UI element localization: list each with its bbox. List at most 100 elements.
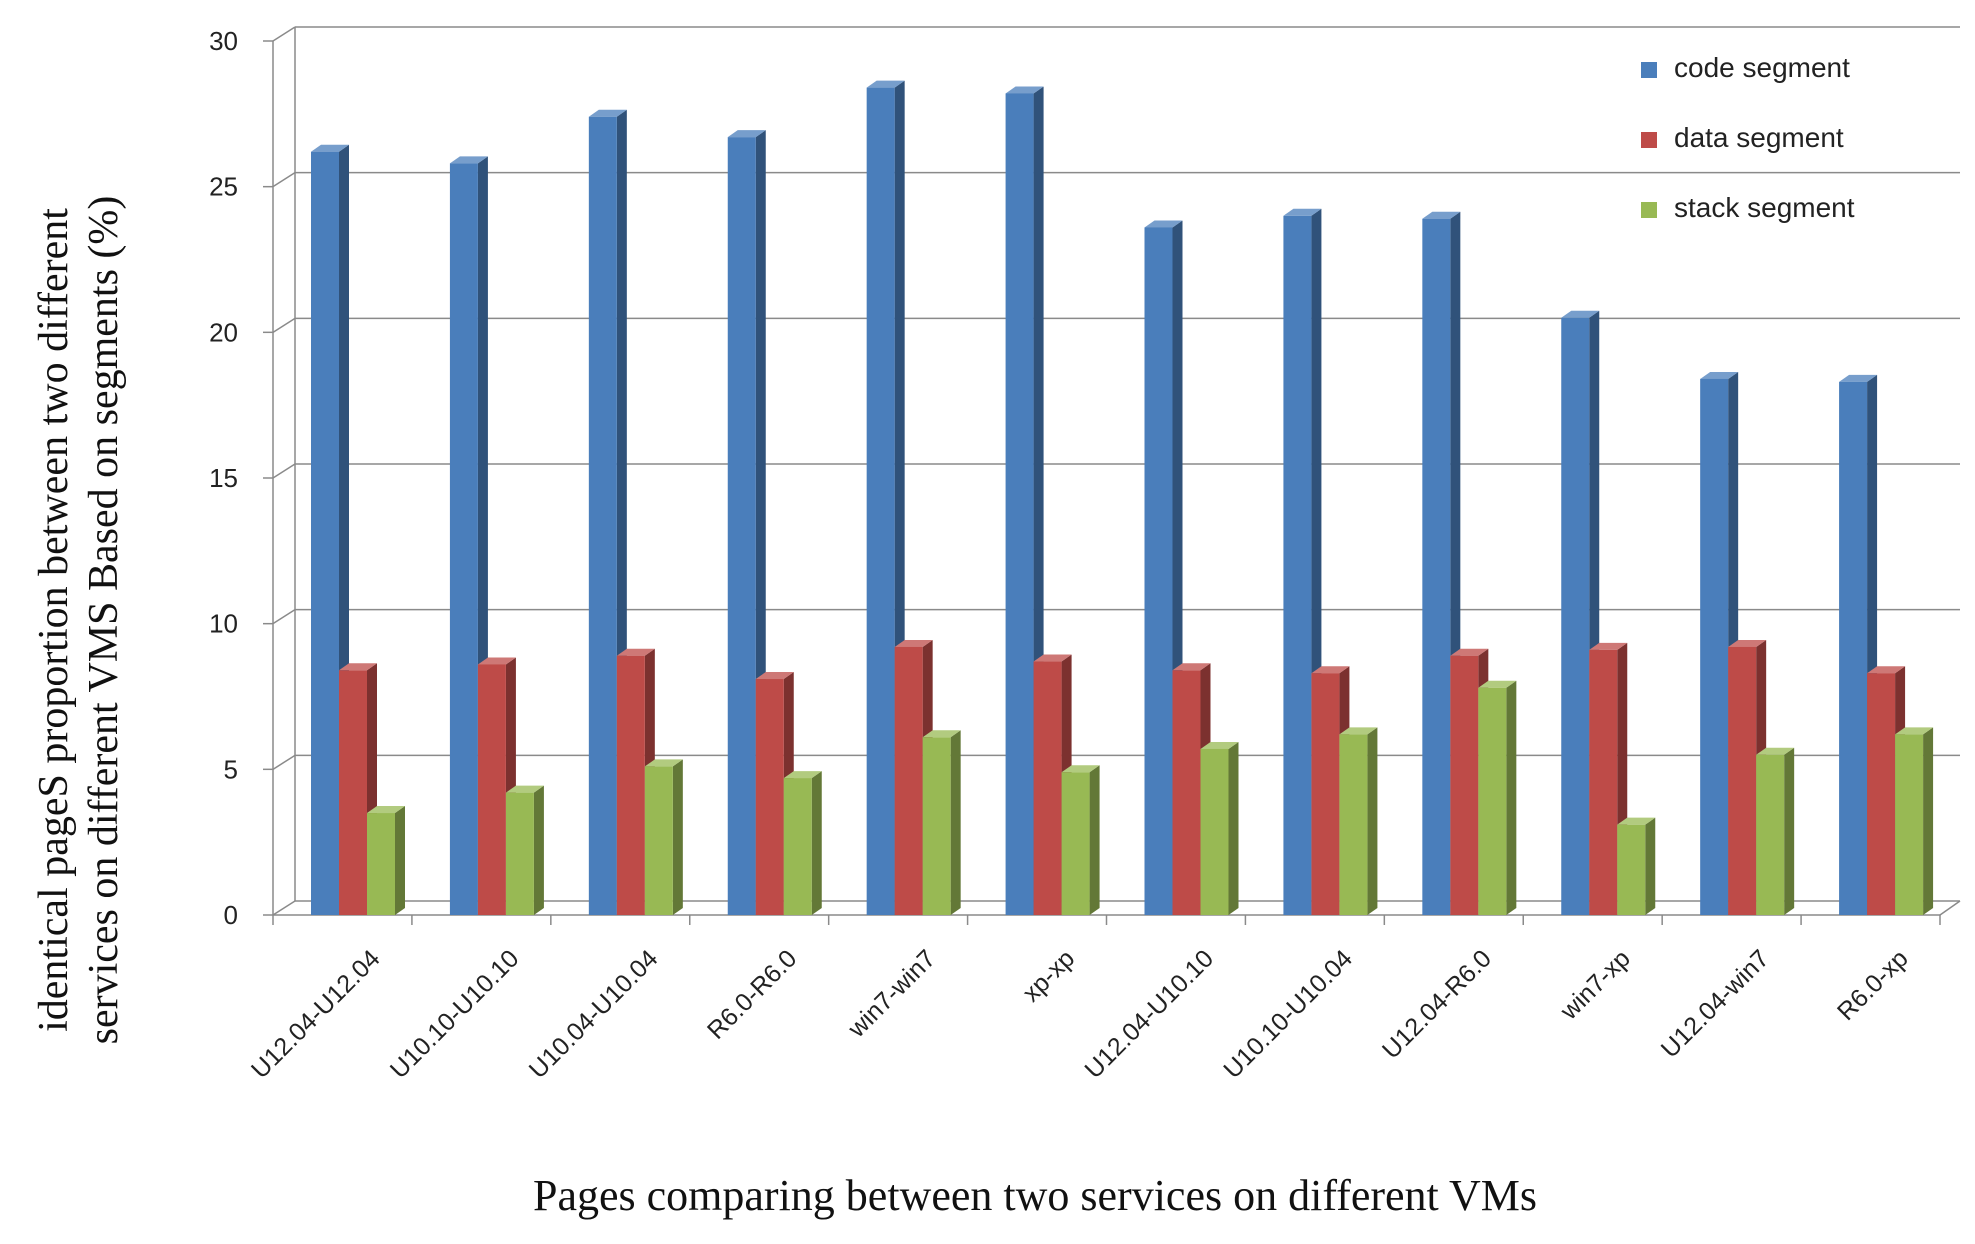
bar-data-segment <box>616 655 645 915</box>
legend-label: data segment <box>1674 122 1844 153</box>
bar-data-segment <box>339 670 367 915</box>
bar-stack-segment <box>922 737 951 915</box>
bar-code-segment <box>1283 215 1312 916</box>
x-tick-label: U10.10-U10.04 <box>1218 944 1358 1084</box>
floor-edge <box>1939 900 1961 916</box>
bar-top <box>1728 639 1767 647</box>
bar-top <box>505 785 544 793</box>
bar-top <box>339 663 377 671</box>
bar-top <box>644 759 683 767</box>
gridline-connector <box>272 463 296 479</box>
bar-top <box>1839 374 1878 382</box>
bar-top <box>1061 765 1100 773</box>
x-tick-label: U12.04-win7 <box>1656 944 1775 1063</box>
y-tick-label: 5 <box>224 754 238 784</box>
bar-code-segment <box>1561 317 1590 915</box>
bar-top <box>477 657 516 665</box>
x-tick-label: R6.0-xp <box>1832 944 1914 1026</box>
bar-code-segment <box>311 151 339 915</box>
bar-data-segment <box>1589 649 1618 915</box>
legend-swatch <box>1641 62 1657 78</box>
bar-side <box>950 730 961 915</box>
bar-top <box>1617 817 1656 825</box>
bar-code-segment <box>1422 218 1451 916</box>
bar-data-segment <box>1311 673 1340 915</box>
bar-side <box>811 771 822 915</box>
bar-code-segment <box>727 137 756 915</box>
gridline-connector <box>272 900 296 916</box>
y-tick-label: 25 <box>209 172 238 202</box>
bar-top <box>755 672 794 680</box>
gridline-connector <box>272 754 296 770</box>
bar-stack-segment <box>1339 734 1368 915</box>
bar-stack-segment <box>644 766 673 915</box>
y-tick-label: 20 <box>209 317 238 347</box>
bar-side <box>672 759 683 915</box>
bar-side <box>1784 747 1795 915</box>
y-tick-label: 30 <box>209 26 238 56</box>
bar-side <box>395 806 405 915</box>
bar-data-segment <box>1867 673 1896 915</box>
bar-top <box>1561 310 1600 318</box>
x-tick-label: win7-xp <box>1554 944 1635 1025</box>
gridline-connector <box>272 317 296 333</box>
bar-top <box>1283 208 1322 216</box>
bar-stack-segment <box>505 792 534 915</box>
bar-code-segment <box>588 116 617 916</box>
bar-top <box>1172 663 1211 671</box>
x-tick-label: U12.04-U10.10 <box>1079 944 1219 1084</box>
y-tick-labels: 0 5 10 15 20 25 30 <box>209 26 238 930</box>
bar-top <box>1450 648 1489 656</box>
bar-stack-segment <box>1478 687 1507 915</box>
bar-data-segment <box>1033 661 1062 915</box>
bar-data-segment <box>755 679 784 915</box>
bar-stack-segment <box>1756 754 1785 915</box>
bar-code-segment <box>866 87 895 915</box>
y-tick-label: 15 <box>209 463 238 493</box>
bar-code-segment <box>1700 378 1729 915</box>
bar-side <box>533 785 544 915</box>
legend-label: code segment <box>1674 52 1850 83</box>
bar-data-segment <box>1728 646 1757 915</box>
y-tick-label: 10 <box>209 609 238 639</box>
bar-code-segment <box>1144 227 1173 915</box>
bar-side <box>1506 680 1517 915</box>
x-tick-label: U12.04-R6.0 <box>1377 944 1497 1064</box>
x-tick-label: U10.10-U10.10 <box>385 944 525 1084</box>
bar-top <box>449 156 488 164</box>
legend: code segment data segment stack segment <box>1641 52 1855 223</box>
bar-top <box>727 130 766 138</box>
bar-code-segment <box>449 163 478 916</box>
bar-top <box>311 144 349 152</box>
bar-side <box>1228 741 1239 915</box>
bar-side <box>1645 817 1656 915</box>
bar-top <box>1700 371 1739 379</box>
bar-side <box>1367 727 1378 915</box>
bar-top <box>922 730 961 738</box>
y-axis-title: identical pageS proportion between two d… <box>31 196 127 1045</box>
legend-label: stack segment <box>1674 192 1855 223</box>
x-tick-label: U12.04-U12.04 <box>246 944 386 1084</box>
bar-top <box>1478 680 1517 688</box>
bar-top <box>894 639 933 647</box>
bar-top <box>1895 727 1934 735</box>
bar-side <box>1923 727 1934 915</box>
gridline-connector <box>272 172 296 188</box>
gridline-connector <box>272 609 296 625</box>
bar-top <box>1589 642 1628 650</box>
bar-stack-segment <box>1061 772 1090 915</box>
x-tick-labels: U12.04-U12.04 U10.10-U10.10 U10.04-U10.04 R… <box>246 944 1914 1084</box>
x-tick-label: R6.0-R6.0 <box>702 944 802 1044</box>
bar-data-segment <box>894 646 923 915</box>
bar-stack-segment <box>1895 734 1924 915</box>
gridlines <box>272 26 1960 916</box>
bar-top <box>1867 666 1906 674</box>
legend-swatch <box>1641 202 1657 218</box>
bar-top <box>1005 86 1044 94</box>
y-tick-label: 0 <box>224 900 238 930</box>
gridline-connector <box>272 26 296 42</box>
bar-data-segment <box>1172 670 1201 915</box>
bar-top <box>1033 654 1072 662</box>
x-tick-label: U10.04-U10.04 <box>524 944 664 1084</box>
